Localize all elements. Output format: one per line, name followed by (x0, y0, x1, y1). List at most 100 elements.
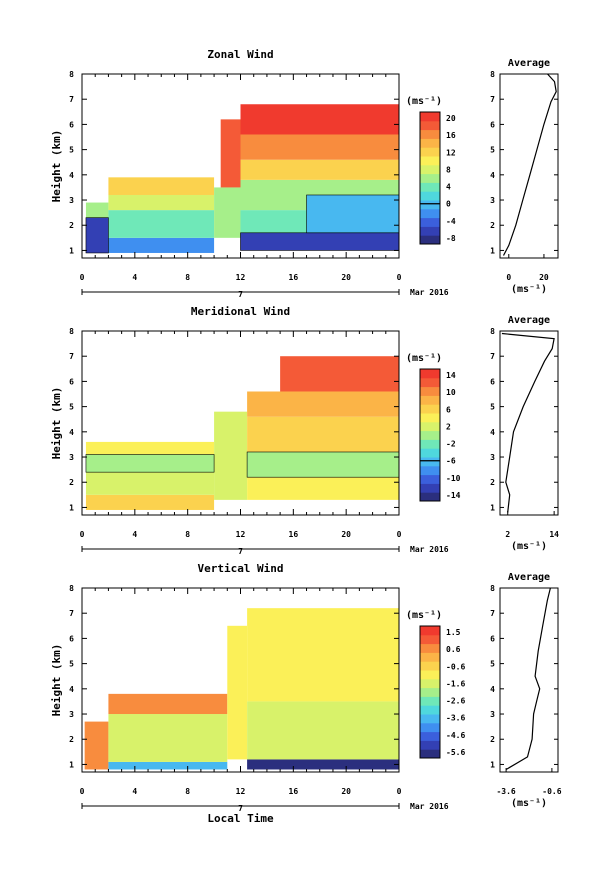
y-tick-label: 5 (69, 146, 74, 155)
heatmap-cell (240, 104, 399, 135)
colorbar-tick-label: -6 (446, 457, 456, 466)
colorbar-tick-label: 6 (446, 405, 451, 414)
avg-y-tick-label: 2 (490, 478, 495, 487)
heatmap-cell (85, 454, 215, 473)
avg-y-tick-label: 5 (490, 146, 495, 155)
zero-contour (85, 217, 109, 254)
colorbar-swatch (420, 191, 440, 201)
heatmap-cell (85, 472, 215, 495)
heatmap-cell (247, 391, 399, 417)
y-tick-label: 1 (69, 503, 74, 512)
y-axis-label: Height (km) (50, 130, 63, 203)
avg-x-tick-label: -0.6 (542, 787, 561, 796)
x-axis-title: Local Time (207, 812, 274, 825)
average-profile-line (501, 332, 555, 513)
colorbar-tick-label: 16 (446, 131, 456, 140)
avg-y-tick-label: 7 (490, 95, 495, 104)
avg-y-tick-label: 2 (490, 221, 495, 230)
colorbar-tick-label: 2 (446, 422, 451, 431)
colorbar-frame (419, 368, 441, 502)
colorbar-swatch (420, 661, 440, 671)
colorbar-swatch (420, 129, 440, 139)
avg-y-tick-label: 6 (490, 634, 495, 643)
y-tick-label: 8 (69, 584, 74, 593)
x-tick-label: 16 (289, 273, 299, 282)
avg-x-label: (ms⁻¹) (511, 284, 547, 295)
x-tick-label: 8 (185, 530, 190, 539)
y-tick-label: 7 (69, 609, 74, 618)
y-axis-label: Height (km) (50, 387, 63, 460)
colorbar-swatch (420, 208, 440, 219)
colorbar-tick-label: 1.5 (446, 628, 461, 637)
heatmap-cell (227, 625, 248, 760)
avg-y-tick-label: 7 (490, 352, 495, 361)
avg-y-tick-label: 8 (490, 327, 495, 336)
x-tick-label: 4 (132, 530, 137, 539)
heatmap-cell (247, 451, 399, 478)
heatmap-fields (84, 608, 399, 770)
heatmap-cell (240, 159, 399, 180)
x-tick-label: 0 (397, 787, 402, 796)
colorbar-frame (419, 111, 441, 245)
heatmap-cell (108, 761, 228, 770)
colorbar-tick-label: -8 (446, 234, 456, 243)
avg-x-tick-label: 14 (549, 530, 559, 539)
y-tick-label: 8 (69, 327, 74, 336)
avg-y-tick-label: 4 (490, 685, 495, 694)
colorbar-swatch (420, 386, 440, 396)
avg-y-tick-label: 5 (490, 403, 495, 412)
colorbar-tick-label: -2 (446, 440, 456, 449)
y-tick-label: 3 (69, 710, 74, 719)
y-tick-label: 4 (69, 685, 74, 694)
heatmap-cell (240, 134, 399, 160)
colorbar-swatch (420, 369, 440, 379)
y-axis-label: Height (km) (50, 644, 63, 717)
colorbar-tick-label: 0 (446, 200, 451, 209)
colorbar-swatch (420, 120, 440, 131)
y-tick-label: 7 (69, 352, 74, 361)
colorbar-swatch (420, 492, 440, 502)
colorbar-swatch (420, 634, 440, 645)
average-frame (499, 587, 559, 773)
avg-x-tick-label: 2 (505, 530, 510, 539)
heatmap-cell (108, 714, 228, 762)
avg-y-tick-label: 1 (490, 760, 495, 769)
colorbar-swatch (420, 164, 440, 175)
colorbar-swatch (420, 670, 440, 680)
colorbar-swatch (420, 173, 440, 183)
colorbar-swatch (420, 626, 440, 636)
average-frame (499, 73, 559, 259)
heatmap-fields (85, 356, 399, 510)
average-title: Average (508, 315, 550, 326)
colorbar-swatch (420, 235, 440, 245)
y-tick-label: 3 (69, 453, 74, 462)
colorbar-tick-label: -4.6 (446, 731, 465, 740)
x-tick-label: 20 (341, 273, 351, 282)
x-tick-label: 0 (397, 273, 402, 282)
colorbar-tick-label: -4 (446, 217, 456, 226)
x-tick-label: 12 (236, 530, 246, 539)
colorbar-swatch (420, 147, 440, 157)
avg-y-tick-label: 3 (490, 196, 495, 205)
heatmap-cell (247, 759, 399, 770)
colorbar-tick-label: 14 (446, 371, 456, 380)
colorbar-swatch (420, 404, 440, 414)
colorbar-unit: (ms⁻¹) (406, 353, 442, 364)
day-label: 7 (238, 290, 243, 299)
colorbar-swatch (420, 705, 440, 715)
avg-x-label: (ms⁻¹) (511, 798, 547, 809)
colorbar-swatch (420, 448, 440, 458)
panel-title: Zonal Wind (207, 48, 273, 61)
y-tick-label: 3 (69, 196, 74, 205)
average-profile-line (505, 587, 551, 771)
zero-contour (85, 454, 215, 473)
colorbar-swatch (420, 138, 440, 148)
heatmap-cell (214, 187, 241, 238)
day-label: 7 (238, 547, 243, 556)
y-tick-label: 1 (69, 246, 74, 255)
colorbar-swatch (420, 483, 440, 493)
colorbar-tick-label: -1.6 (446, 679, 465, 688)
avg-y-tick-label: 6 (490, 377, 495, 386)
